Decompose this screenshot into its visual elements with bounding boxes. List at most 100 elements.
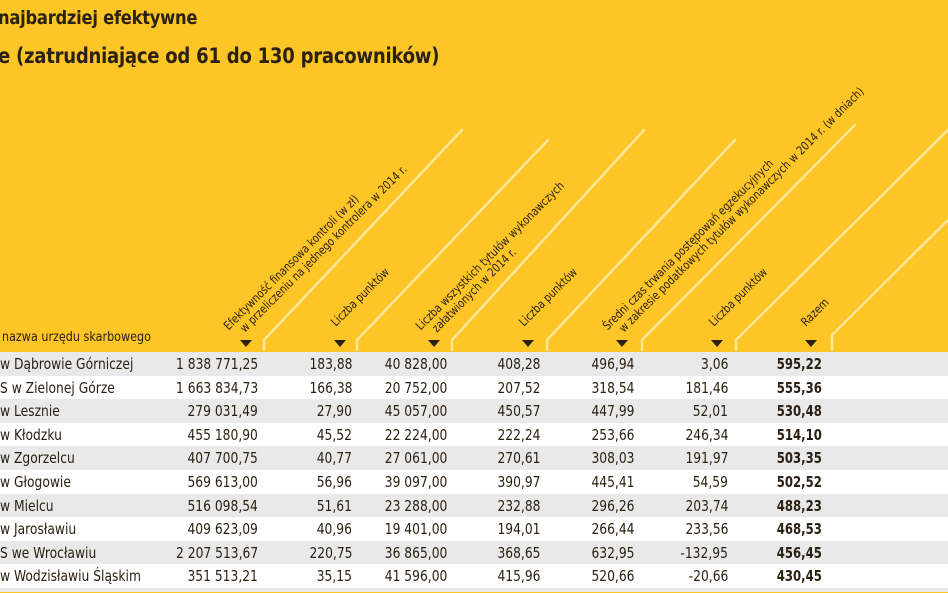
cell-points-1: 220,75 xyxy=(308,543,352,562)
cell-efficiency: 1 838 771,25 xyxy=(175,355,258,373)
cell-points-2: 222,24 xyxy=(496,425,540,444)
cell-titles: 23 288,00 xyxy=(384,496,447,515)
cell-points-2: 450,57 xyxy=(496,402,540,421)
cell-avg-days: 632,95 xyxy=(590,543,634,562)
cell-points-3: -132,95 xyxy=(680,543,728,562)
cell-avg-days: 445,41 xyxy=(590,472,634,491)
cell-avg-days: 318,54 xyxy=(590,378,634,397)
sort-arrow-icon-c6[interactable] xyxy=(711,340,723,347)
office-name: w Lesznie xyxy=(0,402,60,421)
cell-efficiency: 407 700,75 xyxy=(187,449,258,468)
separator-line xyxy=(355,138,550,352)
cell-total: 456,45 xyxy=(776,543,822,562)
cell-avg-days: 447,99 xyxy=(590,402,634,421)
table-row: S we Wrocławiu 2 207 513,67 220,75 36 86… xyxy=(0,540,948,565)
separator-line xyxy=(450,128,646,352)
cell-points-2: 390,97 xyxy=(496,472,540,491)
cell-points-1: 51,61 xyxy=(316,496,352,515)
cell-points-3: 246,34 xyxy=(684,425,728,444)
table-row: w Jarosławiu 409 623,09 40,96 19 401,00 … xyxy=(0,517,948,541)
table-row: w Mielcu 516 098,54 51,61 23 288,00 232,… xyxy=(0,493,948,518)
cell-avg-days: 266,44 xyxy=(590,520,634,539)
cell-points-1: 40,96 xyxy=(316,520,352,539)
cell-efficiency: 2 207 513,67 xyxy=(175,543,258,562)
cell-titles: 19 401,00 xyxy=(384,520,447,539)
separator-line xyxy=(734,128,948,352)
cell-total: 530,48 xyxy=(776,402,822,421)
table-row: w Dąbrowie Górniczej 1 838 771,25 183,88… xyxy=(0,352,948,376)
sort-arrow-icon-c3[interactable] xyxy=(428,340,440,347)
cell-avg-days: 308,03 xyxy=(590,449,634,468)
cell-points-2: 415,96 xyxy=(496,567,540,586)
cell-titles: 40 828,00 xyxy=(384,355,447,373)
cell-avg-days: 496,94 xyxy=(590,355,634,373)
cell-titles: 27 061,00 xyxy=(384,449,447,468)
cell-efficiency: 279 031,49 xyxy=(187,402,258,421)
cell-points-3: 54,59 xyxy=(692,472,728,491)
sort-arrow-icon-c5[interactable] xyxy=(616,340,628,347)
cell-avg-days: 296,26 xyxy=(590,496,634,515)
cell-total: 502,52 xyxy=(776,472,822,491)
cell-efficiency: 516 098,54 xyxy=(187,496,258,515)
cell-points-3: 191,97 xyxy=(684,449,728,468)
cell-points-3: 3,06 xyxy=(700,355,728,373)
cell-efficiency: 569 613,00 xyxy=(187,472,258,491)
office-name: w Dąbrowie Górniczej xyxy=(0,355,134,373)
cell-titles: 45 057,00 xyxy=(384,402,447,421)
cell-points-1: 183,88 xyxy=(308,355,352,373)
cell-points-1: 56,96 xyxy=(316,472,352,491)
table-row: S w Zielonej Górze 1 663 834,73 166,38 2… xyxy=(0,375,948,400)
header-separator-lines xyxy=(262,123,948,352)
table-title-line-1: najbardziej efektywne xyxy=(0,7,198,29)
cell-total: 468,53 xyxy=(776,520,822,539)
separator-line xyxy=(262,128,464,352)
office-name: w Głogowie xyxy=(0,472,71,491)
cell-points-3: 52,01 xyxy=(692,402,728,421)
separator-line xyxy=(830,218,948,352)
table-row: w Zgorzelcu 407 700,75 40,77 27 061,00 2… xyxy=(0,446,948,470)
cell-total: 514,10 xyxy=(776,425,822,444)
office-name: w Mielcu xyxy=(0,496,54,515)
table-row: w Głogowie 569 613,00 56,96 39 097,00 39… xyxy=(0,469,948,494)
cell-points-2: 270,61 xyxy=(496,449,540,468)
table-bottom-strip xyxy=(0,587,948,592)
sort-arrow-icon-c7[interactable] xyxy=(805,340,817,347)
cell-points-2: 408,28 xyxy=(496,355,540,373)
separator-line xyxy=(545,138,737,352)
cell-titles: 41 596,00 xyxy=(384,567,447,586)
cell-titles: 39 097,00 xyxy=(384,472,447,491)
cell-points-1: 45,52 xyxy=(316,425,352,444)
table-row: w Kłodzku 455 180,90 45,52 22 224,00 222… xyxy=(0,422,948,447)
cell-total: 503,35 xyxy=(776,449,822,468)
table-title-line-2: e (zatrudniające od 61 do 130 pracownikó… xyxy=(0,44,440,68)
sort-arrow-icon-c2[interactable] xyxy=(334,340,346,347)
cell-total: 430,45 xyxy=(776,567,822,586)
cell-titles: 36 865,00 xyxy=(384,543,447,562)
office-name: w Zgorzelcu xyxy=(0,449,75,468)
column-header-office-name: nazwa urzędu skarbowego xyxy=(2,330,151,345)
cell-avg-days: 520,66 xyxy=(590,567,634,586)
cell-efficiency: 351 513,21 xyxy=(187,567,258,586)
office-name: S we Wrocławiu xyxy=(0,543,97,562)
cell-points-3: -20,66 xyxy=(688,567,728,586)
cell-efficiency: 1 663 834,73 xyxy=(175,378,258,397)
cell-points-2: 232,88 xyxy=(496,496,540,515)
cell-titles: 20 752,00 xyxy=(384,378,447,397)
cell-titles: 22 224,00 xyxy=(384,425,447,444)
sort-arrow-icon-c1[interactable] xyxy=(240,340,252,347)
cell-points-1: 27,90 xyxy=(316,402,352,421)
cell-total: 488,23 xyxy=(776,496,822,515)
cell-points-1: 166,38 xyxy=(308,378,352,397)
cell-points-3: 203,74 xyxy=(684,496,728,515)
cell-total: 595,22 xyxy=(776,355,822,373)
sort-arrow-icon-c4[interactable] xyxy=(522,340,534,347)
cell-points-1: 35,15 xyxy=(316,567,352,586)
cell-points-3: 181,46 xyxy=(684,378,728,397)
table-row: w Lesznie 279 031,49 27,90 45 057,00 450… xyxy=(0,399,948,423)
separator-line xyxy=(640,123,857,352)
cell-points-1: 40,77 xyxy=(316,449,352,468)
office-name: w Wodzisławiu Śląskim xyxy=(0,567,141,586)
cell-efficiency: 455 180,90 xyxy=(187,425,258,444)
table-row: w Wodzisławiu Śląskim 351 513,21 35,15 4… xyxy=(0,564,948,588)
cell-avg-days: 253,66 xyxy=(590,425,634,444)
